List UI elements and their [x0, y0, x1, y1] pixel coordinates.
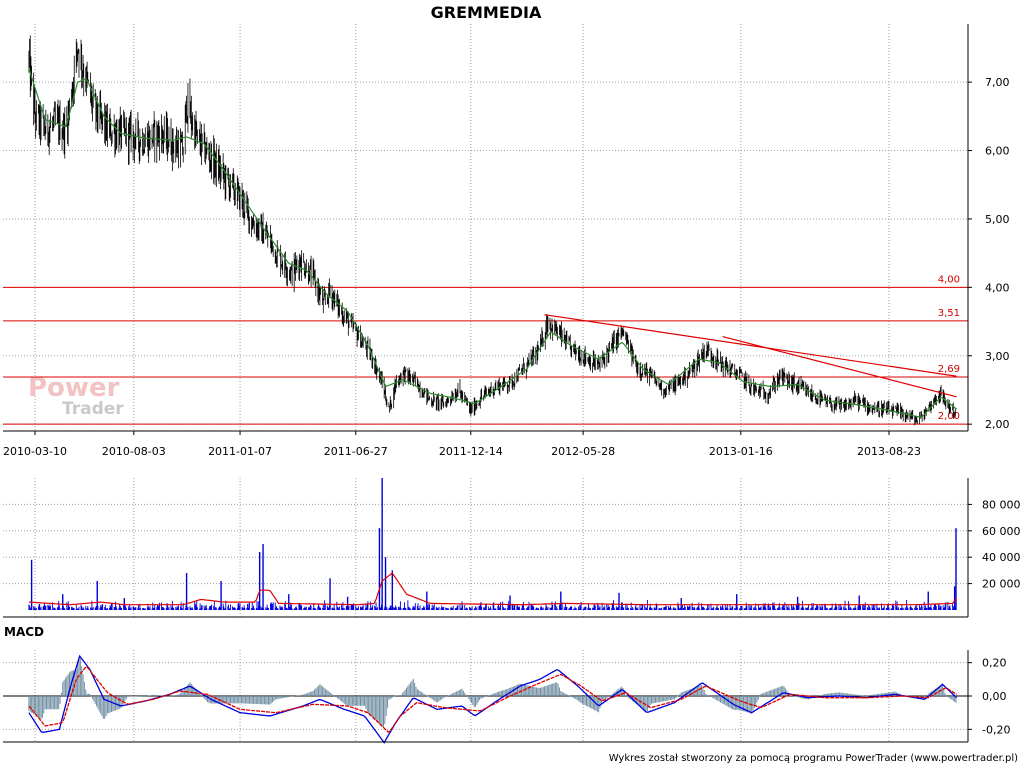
price-series [28, 35, 958, 426]
macd-y-tick-label: -0,20 [982, 723, 1010, 736]
macd-y-ticks: 0,20 0,00 -0,20 [968, 657, 1010, 736]
level-label: 4,00 [938, 274, 960, 285]
support-resistance-lines: 4,00 3,51 2,69 2,00 [3, 274, 968, 425]
price-y-tick-label: 5,00 [985, 213, 1010, 226]
level-label: 2,69 [938, 364, 960, 375]
price-x-tick-label: 2011-06-27 [324, 445, 388, 458]
price-y-tick-label: 3,00 [985, 350, 1010, 363]
trend-lines [544, 314, 957, 398]
watermark-power: Power [28, 373, 120, 403]
macd-panel: MACD 0,20 0,00 -0,20 [3, 625, 1010, 744]
price-y-tick-label: 4,00 [985, 281, 1010, 294]
price-x-tick-label: 2013-01-16 [709, 445, 773, 458]
volume-y-tick-label: 20 000 [982, 578, 1021, 591]
volume-panel: 80 000 60 000 40 000 20 000 [3, 478, 1021, 618]
price-y-tick-label: 7,00 [985, 76, 1010, 89]
macd-series [28, 654, 958, 744]
price-y-tick-label: 2,00 [985, 418, 1010, 431]
price-x-tick-label: 2012-05-28 [551, 445, 615, 458]
macd-title: MACD [4, 625, 44, 639]
chart-title: GREMMEDIA [431, 3, 542, 22]
volume-y-tick-label: 60 000 [982, 525, 1021, 538]
price-x-tick-label: 2011-12-14 [439, 445, 503, 458]
price-panel: Power Trader 4,00 3,51 2,69 2,00 7,00 6,00 5,… [3, 3, 1010, 458]
level-label: 3,51 [938, 308, 960, 319]
signal-line [28, 666, 958, 733]
price-y-tick-label: 6,00 [985, 145, 1010, 158]
level-label: 2,00 [938, 411, 960, 422]
trend-line [722, 336, 957, 398]
volume-bars [28, 478, 957, 610]
volume-y-tick-label: 40 000 [982, 551, 1021, 564]
moving-average-line [28, 68, 958, 418]
volume-y-ticks: 80 000 60 000 40 000 20 000 [968, 498, 1021, 591]
footer-credit: Wykres został stworzony za pomocą progra… [609, 753, 1018, 764]
volume-average [28, 572, 958, 606]
price-x-tick-label: 2010-08-03 [102, 445, 166, 458]
macd-y-tick-label: 0,00 [982, 690, 1007, 703]
macd-line [28, 654, 958, 744]
powertrader-watermark: Power Trader [28, 373, 124, 419]
volume-y-tick-label: 80 000 [982, 498, 1021, 511]
price-x-ticks: 2010-03-10 2010-08-03 2011-01-07 2011-06-27… [3, 431, 921, 458]
volume-average-line [28, 572, 958, 606]
price-x-tick-label: 2010-03-10 [3, 445, 67, 458]
macd-y-tick-label: 0,20 [982, 657, 1007, 670]
price-x-tick-label: 2013-08-23 [857, 445, 921, 458]
price-y-ticks: 7,00 6,00 5,00 4,00 3,00 2,00 [968, 76, 1010, 431]
price-x-tick-label: 2011-01-07 [208, 445, 272, 458]
trend-line [544, 314, 957, 377]
volume-grid [3, 478, 968, 617]
watermark-trader: Trader [62, 399, 124, 419]
